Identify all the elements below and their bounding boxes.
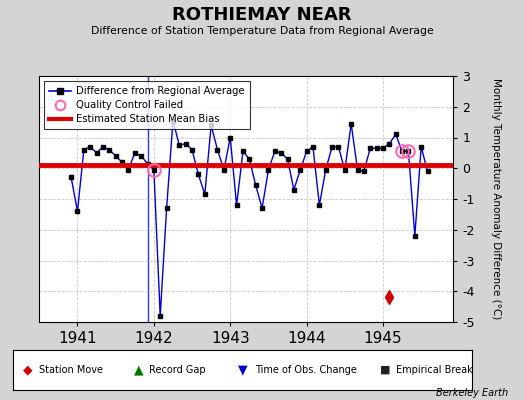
Text: Record Gap: Record Gap bbox=[149, 365, 206, 375]
Text: ▲: ▲ bbox=[134, 364, 143, 376]
Text: Berkeley Earth: Berkeley Earth bbox=[436, 388, 508, 398]
Text: Difference of Station Temperature Data from Regional Average: Difference of Station Temperature Data f… bbox=[91, 26, 433, 36]
Text: Empirical Break: Empirical Break bbox=[396, 365, 472, 375]
Text: Time of Obs. Change: Time of Obs. Change bbox=[255, 365, 357, 375]
Y-axis label: Monthly Temperature Anomaly Difference (°C): Monthly Temperature Anomaly Difference (… bbox=[492, 78, 501, 320]
Text: Station Move: Station Move bbox=[39, 365, 103, 375]
Text: ■: ■ bbox=[380, 365, 390, 375]
Text: ▼: ▼ bbox=[238, 364, 248, 376]
Legend: Difference from Regional Average, Quality Control Failed, Estimated Station Mean: Difference from Regional Average, Qualit… bbox=[45, 81, 250, 129]
Text: ◆: ◆ bbox=[23, 364, 32, 376]
Text: ROTHIEMAY NEAR: ROTHIEMAY NEAR bbox=[172, 6, 352, 24]
